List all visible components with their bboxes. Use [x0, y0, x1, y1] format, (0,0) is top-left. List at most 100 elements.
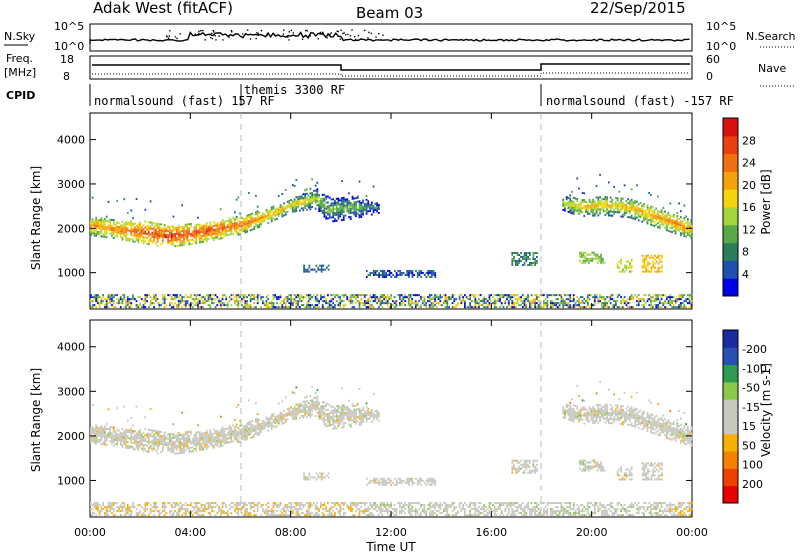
power-cell — [627, 260, 630, 263]
power-cell — [358, 202, 361, 205]
power-cell — [555, 294, 558, 297]
power-cell — [520, 300, 522, 303]
power-cell — [488, 296, 491, 299]
power-cell — [578, 206, 580, 209]
power-cell — [132, 230, 134, 233]
velocity-cell — [98, 440, 101, 443]
velocity-cell — [597, 413, 600, 416]
velocity-cell — [571, 398, 573, 401]
power-cell — [132, 222, 134, 225]
power-cell — [144, 232, 147, 235]
power-cell — [104, 304, 106, 307]
power-cell — [267, 214, 270, 217]
power-cell — [604, 306, 607, 309]
power-cell — [593, 202, 596, 205]
power-cell — [546, 304, 549, 307]
power-cell — [679, 232, 682, 235]
velocity-cell — [593, 416, 596, 419]
power-cell — [671, 215, 673, 218]
velocity-cell — [151, 441, 154, 444]
power-cell — [562, 304, 565, 307]
power-cell — [534, 260, 536, 262]
power-cell — [202, 230, 205, 233]
velocity-cell — [311, 413, 313, 416]
power-cell — [363, 207, 366, 210]
power-cell — [513, 294, 515, 297]
velocity-cell — [158, 430, 161, 433]
power-cell — [449, 296, 452, 299]
velocity-cell — [256, 420, 259, 423]
velocity-cell — [586, 418, 589, 421]
power-cell — [139, 296, 141, 299]
power-cell — [625, 266, 628, 269]
velocity-cell — [325, 419, 328, 422]
power-cell — [241, 224, 243, 227]
power-cell — [651, 224, 654, 227]
power-cell — [244, 229, 247, 232]
power-cell — [669, 226, 672, 229]
velocity-cell — [154, 438, 157, 441]
power-cell — [323, 213, 326, 216]
velocity-cell — [314, 397, 317, 400]
velocity-cell — [244, 426, 247, 429]
velocity-cell — [177, 442, 180, 445]
power-cell — [409, 302, 412, 305]
power-cell — [435, 306, 438, 309]
power-cell — [607, 296, 610, 299]
power-cell — [149, 221, 152, 224]
power-cell — [630, 214, 633, 217]
velocity-cell — [139, 445, 141, 448]
velocity-cell — [260, 430, 263, 433]
power-cell — [377, 298, 380, 301]
power-cell — [565, 294, 568, 297]
power-cell — [648, 270, 651, 273]
power-cell — [408, 275, 410, 278]
power-cell — [209, 298, 212, 301]
power-cell — [500, 304, 503, 307]
power-cell — [172, 306, 175, 309]
power-cell — [571, 210, 573, 213]
velocity-cell — [372, 416, 375, 419]
velocity-cell — [149, 441, 152, 444]
power-cell — [223, 222, 226, 225]
power-cell — [230, 227, 233, 230]
power-cell — [339, 302, 342, 305]
power-cell — [353, 294, 356, 297]
velocity-cell — [118, 439, 120, 442]
velocity-cell — [269, 420, 271, 423]
power-cell — [342, 306, 345, 309]
power-cell — [353, 306, 356, 309]
power-cell — [237, 196, 240, 199]
power-cell — [407, 304, 410, 307]
power-cell — [290, 300, 292, 303]
velocity-cell — [181, 447, 184, 450]
velocity-cell — [604, 417, 607, 420]
power-cell — [126, 296, 129, 299]
power-cell — [249, 221, 252, 224]
power-cell — [139, 302, 141, 305]
power-cell — [600, 206, 603, 209]
power-cell — [304, 268, 307, 271]
power-cell — [126, 239, 129, 242]
power-cell — [625, 208, 628, 211]
power-cell — [502, 306, 505, 309]
power-cell — [225, 296, 227, 299]
power-cell — [560, 294, 563, 297]
power-cell — [596, 257, 599, 260]
power-cell — [188, 229, 191, 232]
power-cell — [242, 224, 245, 227]
power-cell — [632, 207, 635, 210]
velocity-cell — [144, 438, 147, 441]
power-cell — [163, 230, 166, 233]
power-cell — [678, 229, 680, 232]
power-cell — [337, 203, 340, 206]
power-cell — [636, 204, 638, 207]
power-cell — [290, 207, 292, 210]
velocity-cell — [146, 432, 148, 435]
power-cell — [567, 202, 570, 205]
power-cell — [146, 296, 148, 299]
power-cell — [190, 242, 192, 245]
power-cell — [620, 300, 623, 303]
power-cell — [630, 208, 633, 211]
power-cell — [339, 300, 342, 303]
